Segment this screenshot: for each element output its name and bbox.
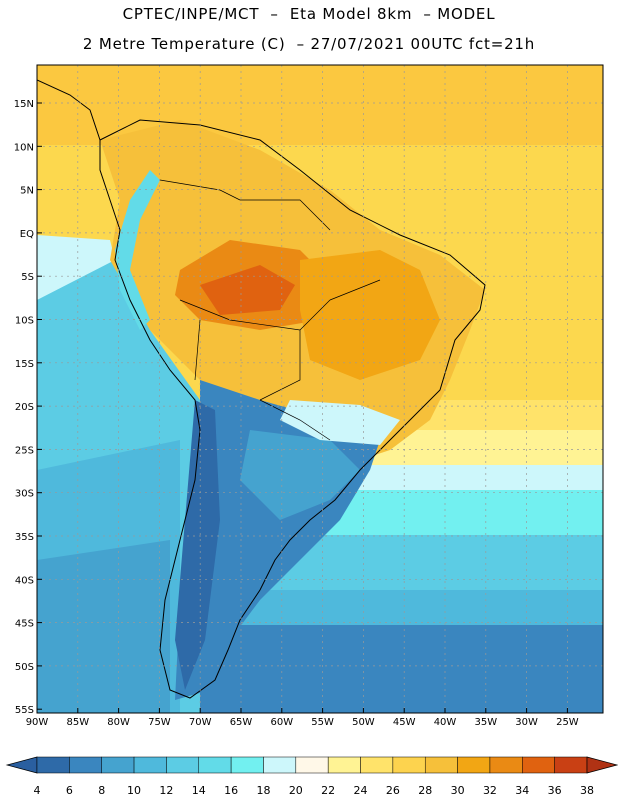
lon-label: 65W (230, 717, 253, 728)
colorbar-value-label: 28 (418, 784, 432, 797)
colorbar-segment (424, 756, 458, 774)
lat-label: 15N (14, 99, 34, 110)
lat-label: 55S (15, 705, 34, 716)
lon-label: 70W (189, 717, 212, 728)
colorbar (5, 756, 618, 774)
pacific-deeper-cold (37, 540, 170, 713)
coastline (99, 119, 486, 699)
lon-label: 40W (434, 717, 457, 728)
colorbar-labels: 4 6 8 10 12 14 16 18 20 22 24 26 28 30 32 34 36 38 (34, 784, 595, 797)
lat-label: 35S (15, 532, 34, 543)
colorbar-segment (554, 756, 588, 774)
lon-label: 80W (107, 717, 130, 728)
colorbar-value-label: 26 (386, 784, 400, 797)
colorbar-value-label: 22 (321, 784, 335, 797)
colorbar-segment (166, 756, 200, 774)
colorbar-value-label: 8 (98, 784, 105, 797)
longitude-labels: 90W 85W 80W 75W 70W 65W 60W 55W 50W 45W 40W 35W 30W 2… (26, 708, 579, 728)
lat-label: 15S (15, 359, 34, 370)
lat-label: 20S (15, 402, 34, 413)
lat-label: 10S (15, 316, 34, 327)
colorbar-segment (392, 756, 426, 774)
colorbar-segment (198, 756, 232, 774)
lon-label: 50W (352, 717, 375, 728)
lon-label: 35W (474, 717, 497, 728)
colorbar-segment (489, 756, 523, 774)
colorbar-segment (327, 756, 361, 774)
colorbar-value-label: 10 (127, 784, 141, 797)
andes-cold (175, 400, 220, 690)
colorbar-value-label: 18 (256, 784, 270, 797)
title-line-1: CPTEC/INPE/MCT – Eta Model 8km – MODEL (122, 5, 496, 23)
colorbar-value-label: 20 (289, 784, 303, 797)
colorbar-value-label: 36 (548, 784, 562, 797)
border-lines (159, 179, 381, 441)
lon-label: 75W (148, 717, 171, 728)
lat-label: 45S (15, 619, 34, 630)
lon-label: 85W (66, 717, 89, 728)
colorbar-segment (457, 756, 491, 774)
amazon-hotter (200, 265, 295, 315)
lat-label: 30S (15, 489, 34, 500)
lat-label: 5S (21, 272, 34, 283)
colorbar-segment (295, 756, 329, 774)
colorbar-segment (133, 756, 167, 774)
colorbar-right-arrow (586, 756, 618, 774)
colorbar-segment (101, 756, 135, 774)
colorbar-segment (69, 756, 102, 774)
colorbar-segment (522, 756, 555, 774)
lon-label: 45W (393, 717, 416, 728)
colorbar-segment (360, 756, 394, 774)
lat-label: 5N (20, 186, 34, 197)
lat-label: 40S (15, 575, 34, 586)
central-america-coast (37, 79, 101, 141)
lat-lon-grid (37, 65, 603, 713)
tropical-north-band (37, 65, 603, 145)
colorbar-segment (230, 756, 264, 774)
title-line-2: 2 Metre Temperature (C) – 27/07/2021 00U… (82, 35, 536, 53)
map-plot-area (37, 65, 603, 713)
pacific-cool-band (37, 235, 115, 300)
colorbar-segment (36, 756, 70, 774)
colorbar-value-label: 14 (192, 784, 206, 797)
colorbar-value-label: 34 (515, 784, 529, 797)
colorbar-value-label: 16 (224, 784, 238, 797)
south-brazil-transition (280, 400, 400, 445)
colorbar-value-label: 12 (159, 784, 173, 797)
lon-label: 55W (311, 717, 334, 728)
lon-label: 25W (556, 717, 579, 728)
latitude-labels: 15N 10N 5N EQ 5S 10S 15S 20S 25S 30S 35S 40S 45S 50S 5… (14, 99, 42, 716)
colorbar-value-label: 24 (354, 784, 368, 797)
colorbar-value-label: 4 (34, 784, 41, 797)
lat-label: EQ (20, 229, 34, 240)
pampas-cool (240, 430, 360, 520)
colorbar-value-label: 30 (451, 784, 465, 797)
lat-label: 10N (14, 142, 34, 153)
central-brazil-warm (300, 250, 440, 380)
colorbar-left-arrow (5, 756, 38, 774)
colorbar-value-label: 6 (66, 784, 73, 797)
lon-label: 30W (515, 717, 538, 728)
lat-label: 50S (15, 662, 34, 673)
lon-label: 60W (270, 717, 293, 728)
colorbar-value-label: 32 (483, 784, 497, 797)
lon-label: 90W (26, 717, 49, 728)
colorbar-segment (263, 756, 297, 774)
map-frame (36, 64, 604, 714)
colorbar-value-label: 38 (580, 784, 594, 797)
lat-label: 25S (15, 445, 34, 456)
